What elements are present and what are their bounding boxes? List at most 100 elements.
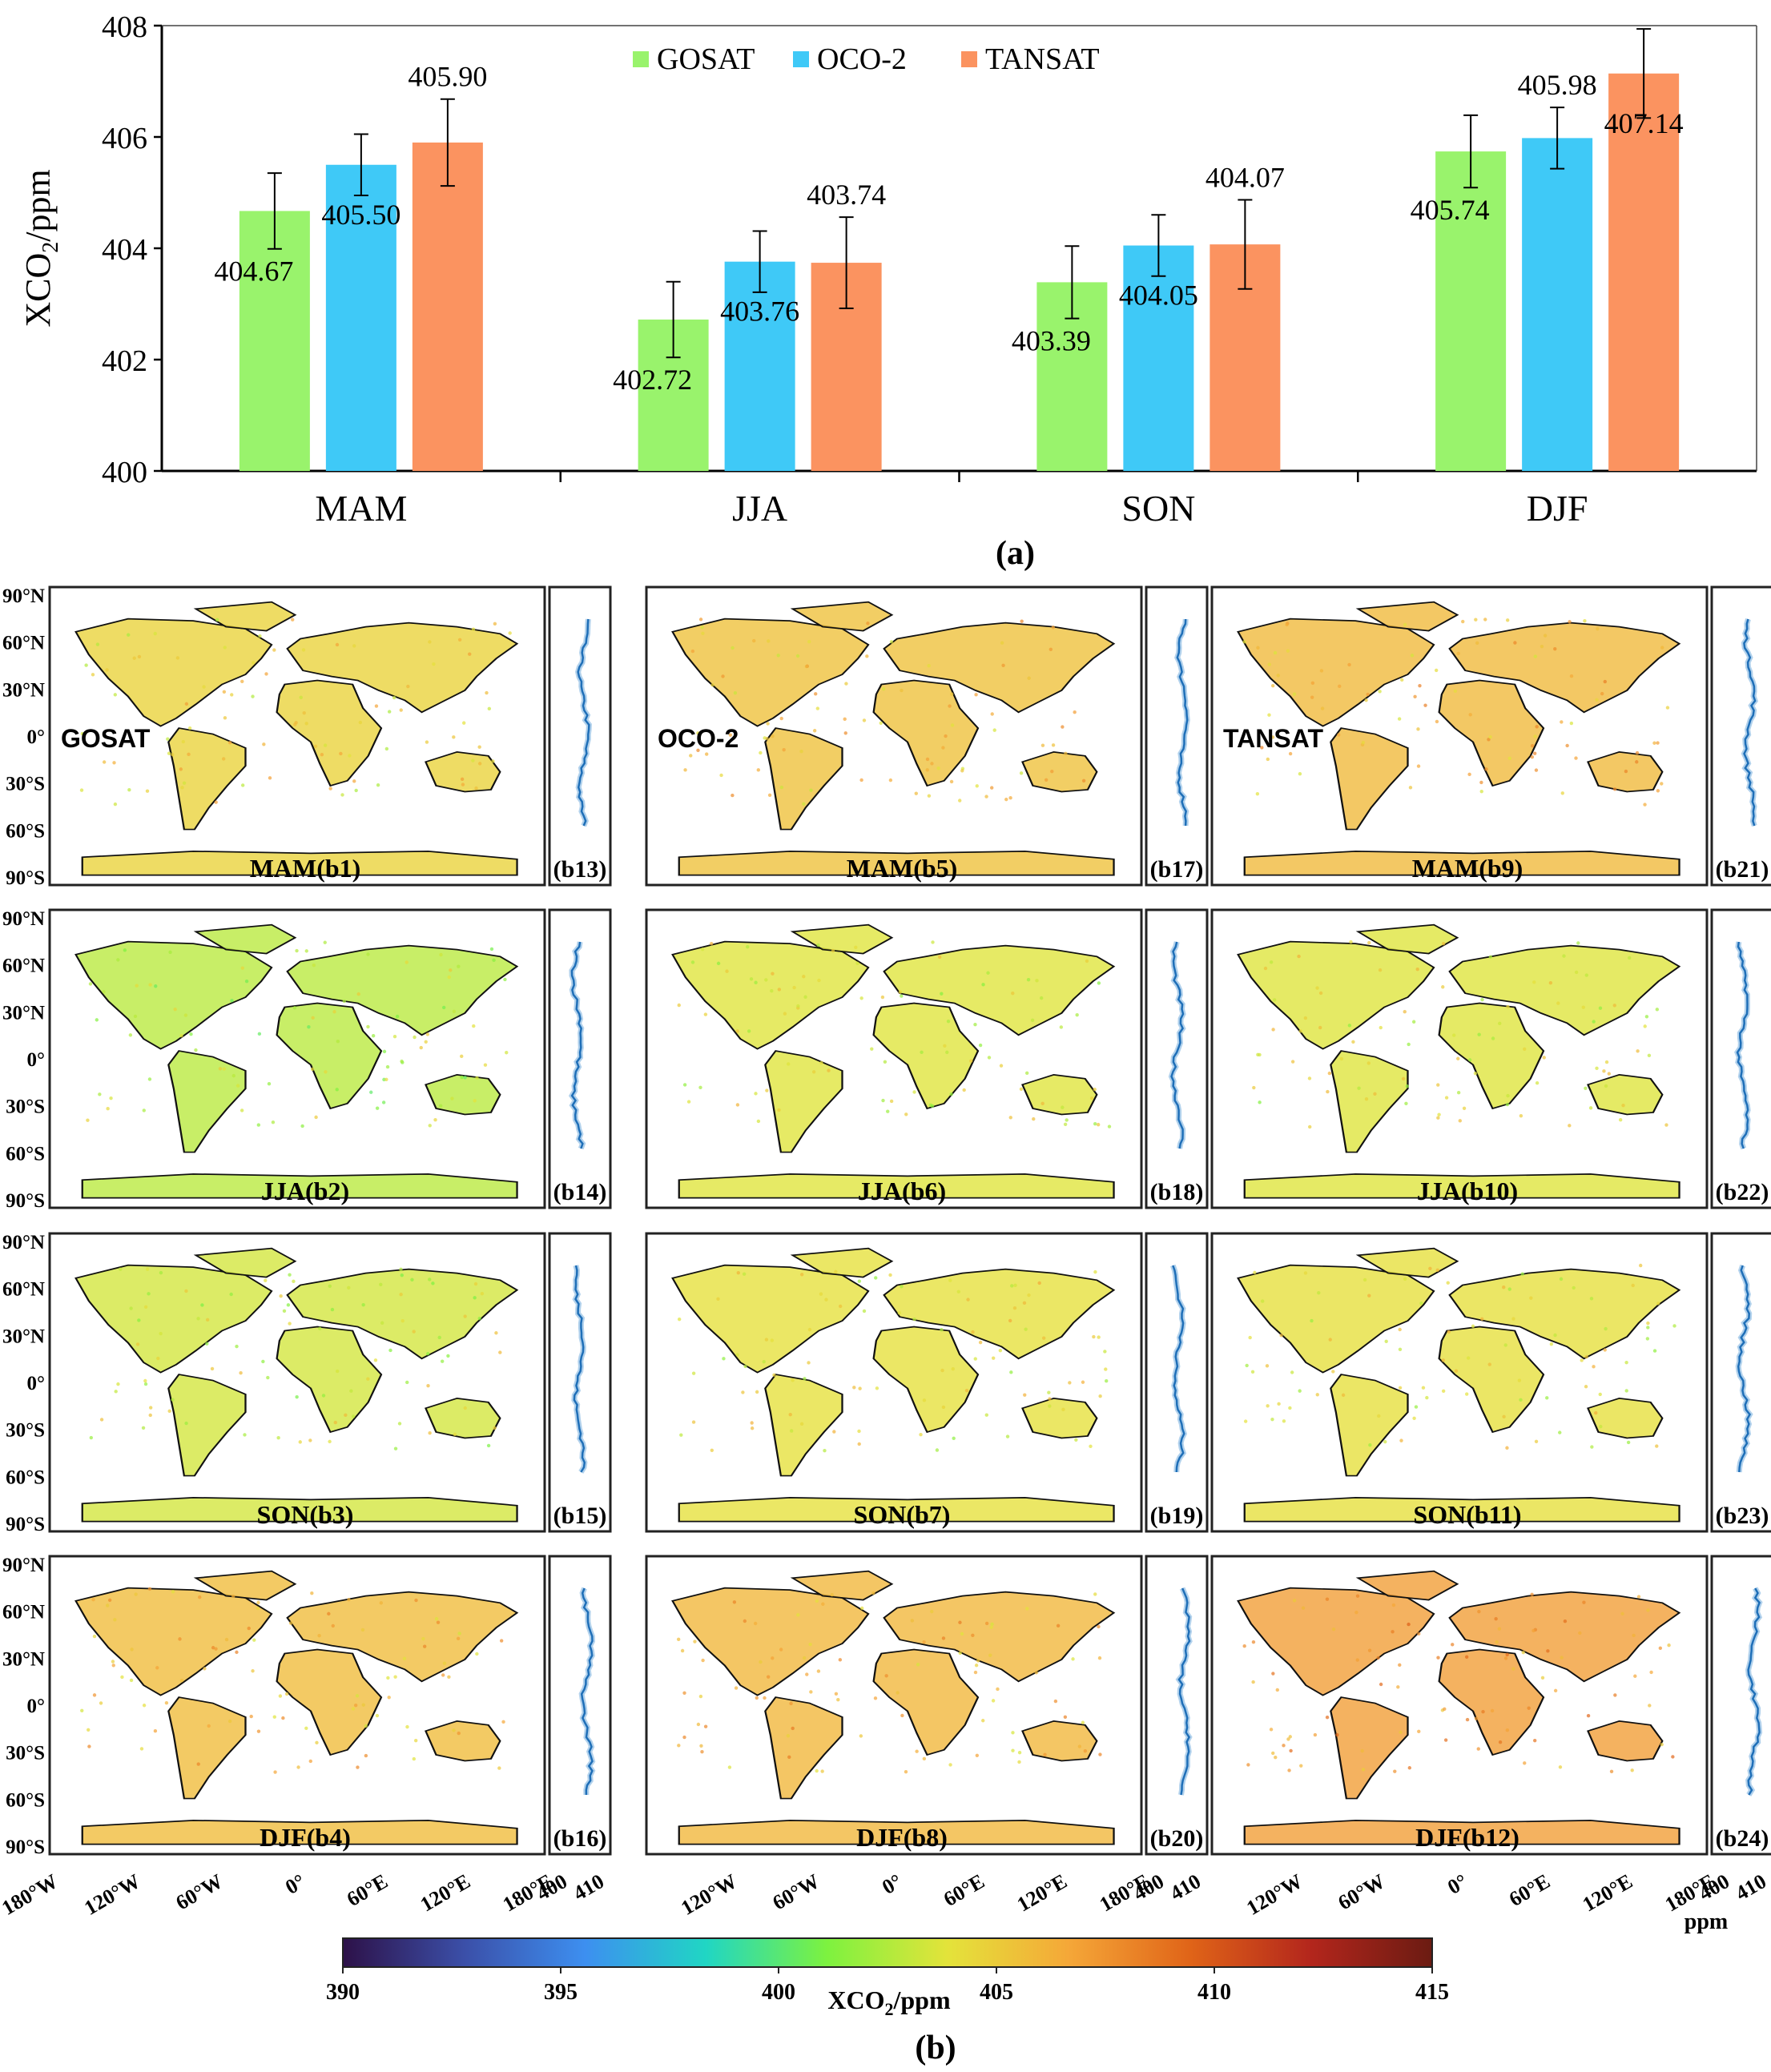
colorbar-tick-label: 415 — [1415, 1980, 1449, 2005]
retrieval-point — [258, 634, 262, 638]
retrieval-point — [1056, 1623, 1061, 1628]
retrieval-point — [89, 1435, 94, 1440]
map-panel-son-b7: SON(b7) — [645, 1232, 1143, 1533]
y-tick-label: 402 — [102, 344, 147, 378]
retrieval-point — [405, 1380, 409, 1385]
retrieval-point — [1398, 1386, 1403, 1390]
profile-line — [577, 618, 590, 827]
retrieval-point — [460, 777, 465, 782]
retrieval-point — [1671, 1755, 1675, 1759]
retrieval-point — [1416, 764, 1421, 768]
retrieval-point — [384, 746, 389, 751]
retrieval-point — [1600, 691, 1604, 696]
retrieval-point — [114, 1390, 118, 1394]
retrieval-point — [485, 690, 489, 695]
retrieval-point — [1403, 1010, 1407, 1014]
map-panel-djf-b8: DJF(b8) — [645, 1555, 1143, 1856]
retrieval-point — [347, 1598, 351, 1602]
retrieval-point — [1267, 662, 1271, 666]
retrieval-point — [1266, 1404, 1270, 1408]
retrieval-point — [1604, 1060, 1609, 1064]
retrieval-point — [187, 752, 191, 757]
retrieval-point — [1532, 1738, 1537, 1743]
profile-line — [1172, 1265, 1185, 1473]
retrieval-point — [998, 1348, 1003, 1353]
retrieval-point — [222, 690, 227, 694]
retrieval-point — [1475, 641, 1479, 646]
retrieval-point — [95, 642, 100, 646]
retrieval-point — [1053, 1699, 1058, 1704]
retrieval-point — [1272, 998, 1277, 1002]
retrieval-point — [279, 1294, 283, 1298]
retrieval-point — [984, 1413, 988, 1417]
retrieval-point — [777, 1108, 781, 1112]
retrieval-point — [1505, 1102, 1510, 1107]
retrieval-point — [1437, 1112, 1441, 1116]
retrieval-point — [1081, 1380, 1085, 1384]
retrieval-point — [387, 710, 392, 714]
lat-tick-label: 60°S — [6, 820, 45, 842]
retrieval-point — [1595, 698, 1599, 702]
retrieval-point — [1040, 743, 1045, 747]
retrieval-point — [1104, 1367, 1108, 1371]
retrieval-point — [284, 1692, 289, 1696]
lon-tick-label: 60°E — [940, 1869, 988, 1911]
retrieval-point — [1574, 970, 1579, 975]
retrieval-point — [859, 778, 863, 783]
retrieval-point — [137, 1318, 141, 1322]
retrieval-point — [473, 1296, 477, 1300]
retrieval-point — [98, 1092, 102, 1096]
retrieval-point — [179, 767, 183, 771]
retrieval-point — [1553, 646, 1557, 651]
profile-line — [1170, 941, 1185, 1149]
colorbar — [342, 1937, 1433, 1968]
profile-line — [1177, 1587, 1191, 1796]
retrieval-point — [147, 1587, 152, 1591]
retrieval-point — [1327, 1071, 1332, 1076]
retrieval-point — [827, 1068, 831, 1072]
retrieval-point — [1620, 1611, 1624, 1615]
retrieval-point — [1367, 1293, 1371, 1298]
retrieval-point — [182, 781, 187, 785]
retrieval-point — [716, 961, 721, 966]
retrieval-point — [1479, 789, 1483, 794]
retrieval-point — [340, 793, 344, 797]
map-panel-mam-b9: MAM(b9) TANSAT — [1210, 585, 1709, 887]
retrieval-point — [426, 1383, 430, 1388]
retrieval-point — [1413, 694, 1417, 699]
retrieval-point — [461, 783, 465, 787]
map-panel-mam-b1: MAM(b1) GOSAT — [48, 585, 546, 887]
retrieval-point — [803, 995, 807, 999]
retrieval-point — [1553, 1688, 1558, 1693]
retrieval-point — [1408, 786, 1413, 790]
retrieval-point — [221, 757, 226, 761]
retrieval-point — [1643, 1024, 1647, 1028]
lat-tick-label: 30°S — [6, 1743, 45, 1764]
retrieval-point — [962, 1088, 966, 1092]
retrieval-point — [734, 1686, 739, 1690]
retrieval-point — [1456, 1056, 1460, 1060]
profile-unit-label: ppm — [1684, 1909, 1728, 1934]
retrieval-point — [366, 1377, 370, 1381]
retrieval-point — [1505, 618, 1510, 622]
retrieval-point — [1313, 1732, 1318, 1737]
retrieval-point — [958, 1651, 962, 1656]
retrieval-point — [120, 1675, 124, 1680]
x-category-label-jja: JJA — [732, 488, 787, 529]
retrieval-point — [677, 1744, 681, 1748]
bar-gosat-mam — [239, 211, 310, 471]
retrieval-point — [1543, 634, 1548, 638]
legend-label-oco-2: OCO-2 — [817, 42, 907, 76]
retrieval-point — [501, 1720, 505, 1724]
retrieval-point — [1626, 1440, 1631, 1445]
retrieval-point — [676, 1637, 681, 1642]
retrieval-point — [1398, 1327, 1402, 1332]
retrieval-point — [422, 1644, 427, 1648]
retrieval-point — [184, 1289, 188, 1293]
retrieval-point — [1497, 1627, 1502, 1631]
retrieval-point — [1000, 641, 1004, 645]
retrieval-point — [1251, 1639, 1256, 1644]
retrieval-point — [399, 1292, 403, 1297]
retrieval-point — [1303, 1271, 1308, 1275]
retrieval-point — [1584, 1385, 1588, 1389]
